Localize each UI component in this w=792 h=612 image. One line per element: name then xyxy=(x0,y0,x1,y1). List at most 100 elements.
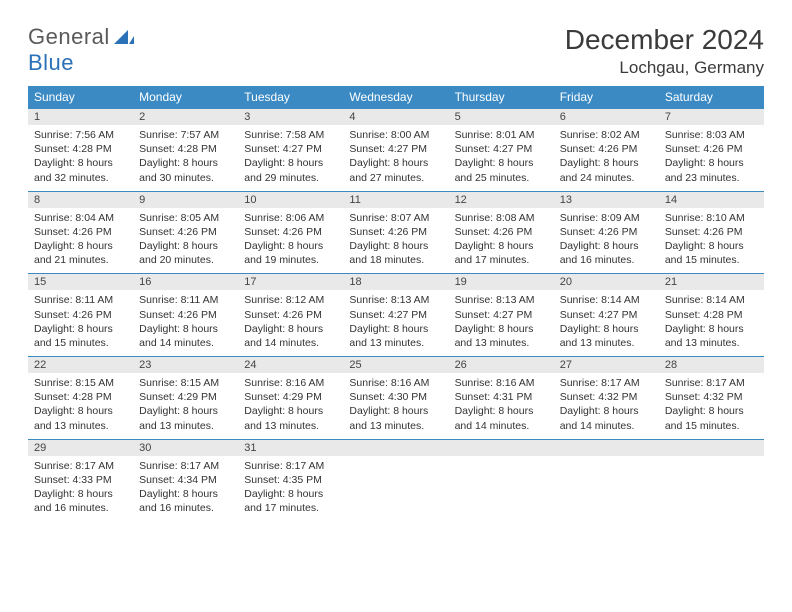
sunrise-text: Sunrise: 8:06 AM xyxy=(244,211,337,225)
weekday-header: Monday xyxy=(133,86,238,109)
day-body: Sunrise: 8:16 AMSunset: 4:30 PMDaylight:… xyxy=(343,373,448,439)
sunrise-text: Sunrise: 8:08 AM xyxy=(455,211,548,225)
day-number: 8 xyxy=(28,192,133,208)
calendar-cell: 12Sunrise: 8:08 AMSunset: 4:26 PMDayligh… xyxy=(449,191,554,274)
sunrise-text: Sunrise: 8:11 AM xyxy=(34,293,127,307)
calendar-cell: 23Sunrise: 8:15 AMSunset: 4:29 PMDayligh… xyxy=(133,357,238,440)
sunset-text: Sunset: 4:26 PM xyxy=(665,142,758,156)
sunrise-text: Sunrise: 8:17 AM xyxy=(665,376,758,390)
day-body: Sunrise: 7:57 AMSunset: 4:28 PMDaylight:… xyxy=(133,125,238,191)
day-body: Sunrise: 7:56 AMSunset: 4:28 PMDaylight:… xyxy=(28,125,133,191)
day-body: Sunrise: 8:15 AMSunset: 4:29 PMDaylight:… xyxy=(133,373,238,439)
calendar-cell: 7Sunrise: 8:03 AMSunset: 4:26 PMDaylight… xyxy=(659,109,764,192)
day-body xyxy=(449,456,554,516)
daylight-text: Daylight: 8 hours and 15 minutes. xyxy=(665,239,758,267)
day-number: 10 xyxy=(238,192,343,208)
calendar-cell: 31Sunrise: 8:17 AMSunset: 4:35 PMDayligh… xyxy=(238,439,343,521)
sunset-text: Sunset: 4:32 PM xyxy=(560,390,653,404)
day-number: 17 xyxy=(238,274,343,290)
sunset-text: Sunset: 4:27 PM xyxy=(349,142,442,156)
day-body: Sunrise: 8:00 AMSunset: 4:27 PMDaylight:… xyxy=(343,125,448,191)
calendar-cell xyxy=(659,439,764,521)
day-body: Sunrise: 8:11 AMSunset: 4:26 PMDaylight:… xyxy=(133,290,238,356)
daylight-text: Daylight: 8 hours and 16 minutes. xyxy=(34,487,127,515)
day-number: 11 xyxy=(343,192,448,208)
day-number: 1 xyxy=(28,109,133,125)
day-body: Sunrise: 8:13 AMSunset: 4:27 PMDaylight:… xyxy=(449,290,554,356)
weekday-header: Saturday xyxy=(659,86,764,109)
calendar-cell: 9Sunrise: 8:05 AMSunset: 4:26 PMDaylight… xyxy=(133,191,238,274)
day-number: 14 xyxy=(659,192,764,208)
daylight-text: Daylight: 8 hours and 16 minutes. xyxy=(139,487,232,515)
sunrise-text: Sunrise: 8:00 AM xyxy=(349,128,442,142)
day-number: 18 xyxy=(343,274,448,290)
calendar-cell: 17Sunrise: 8:12 AMSunset: 4:26 PMDayligh… xyxy=(238,274,343,357)
day-number: 23 xyxy=(133,357,238,373)
day-number xyxy=(659,440,764,456)
location-text: Lochgau, Germany xyxy=(565,58,764,78)
day-body: Sunrise: 8:17 AMSunset: 4:33 PMDaylight:… xyxy=(28,456,133,522)
day-body: Sunrise: 8:13 AMSunset: 4:27 PMDaylight:… xyxy=(343,290,448,356)
day-body: Sunrise: 8:16 AMSunset: 4:31 PMDaylight:… xyxy=(449,373,554,439)
day-body: Sunrise: 8:17 AMSunset: 4:35 PMDaylight:… xyxy=(238,456,343,522)
daylight-text: Daylight: 8 hours and 24 minutes. xyxy=(560,156,653,184)
day-number: 30 xyxy=(133,440,238,456)
sunrise-text: Sunrise: 8:09 AM xyxy=(560,211,653,225)
sunrise-text: Sunrise: 8:11 AM xyxy=(139,293,232,307)
sunset-text: Sunset: 4:28 PM xyxy=(34,142,127,156)
day-body: Sunrise: 8:17 AMSunset: 4:34 PMDaylight:… xyxy=(133,456,238,522)
sunrise-text: Sunrise: 7:57 AM xyxy=(139,128,232,142)
daylight-text: Daylight: 8 hours and 17 minutes. xyxy=(455,239,548,267)
day-number xyxy=(343,440,448,456)
sunrise-text: Sunrise: 7:56 AM xyxy=(34,128,127,142)
sunrise-text: Sunrise: 8:04 AM xyxy=(34,211,127,225)
brand-text: General Blue xyxy=(28,24,134,76)
calendar-row: 1Sunrise: 7:56 AMSunset: 4:28 PMDaylight… xyxy=(28,109,764,192)
calendar-cell: 3Sunrise: 7:58 AMSunset: 4:27 PMDaylight… xyxy=(238,109,343,192)
day-number: 28 xyxy=(659,357,764,373)
sunrise-text: Sunrise: 8:15 AM xyxy=(139,376,232,390)
day-number: 25 xyxy=(343,357,448,373)
calendar-cell: 4Sunrise: 8:00 AMSunset: 4:27 PMDaylight… xyxy=(343,109,448,192)
title-block: December 2024 Lochgau, Germany xyxy=(565,24,764,78)
daylight-text: Daylight: 8 hours and 13 minutes. xyxy=(560,322,653,350)
daylight-text: Daylight: 8 hours and 13 minutes. xyxy=(349,322,442,350)
day-number xyxy=(554,440,659,456)
daylight-text: Daylight: 8 hours and 14 minutes. xyxy=(560,404,653,432)
sunset-text: Sunset: 4:31 PM xyxy=(455,390,548,404)
sunset-text: Sunset: 4:26 PM xyxy=(244,308,337,322)
calendar-table: Sunday Monday Tuesday Wednesday Thursday… xyxy=(28,86,764,521)
daylight-text: Daylight: 8 hours and 17 minutes. xyxy=(244,487,337,515)
calendar-row: 15Sunrise: 8:11 AMSunset: 4:26 PMDayligh… xyxy=(28,274,764,357)
brand-general: General xyxy=(28,24,110,49)
sunset-text: Sunset: 4:28 PM xyxy=(139,142,232,156)
day-body: Sunrise: 8:16 AMSunset: 4:29 PMDaylight:… xyxy=(238,373,343,439)
weekday-header: Wednesday xyxy=(343,86,448,109)
calendar-cell: 30Sunrise: 8:17 AMSunset: 4:34 PMDayligh… xyxy=(133,439,238,521)
day-body: Sunrise: 8:14 AMSunset: 4:27 PMDaylight:… xyxy=(554,290,659,356)
calendar-cell xyxy=(554,439,659,521)
day-number: 6 xyxy=(554,109,659,125)
calendar-cell: 27Sunrise: 8:17 AMSunset: 4:32 PMDayligh… xyxy=(554,357,659,440)
day-number: 16 xyxy=(133,274,238,290)
sunset-text: Sunset: 4:26 PM xyxy=(34,225,127,239)
daylight-text: Daylight: 8 hours and 13 minutes. xyxy=(244,404,337,432)
day-body: Sunrise: 8:07 AMSunset: 4:26 PMDaylight:… xyxy=(343,208,448,274)
day-body: Sunrise: 8:06 AMSunset: 4:26 PMDaylight:… xyxy=(238,208,343,274)
calendar-row: 29Sunrise: 8:17 AMSunset: 4:33 PMDayligh… xyxy=(28,439,764,521)
weekday-header: Tuesday xyxy=(238,86,343,109)
day-number: 2 xyxy=(133,109,238,125)
sunrise-text: Sunrise: 8:02 AM xyxy=(560,128,653,142)
weekday-header-row: Sunday Monday Tuesday Wednesday Thursday… xyxy=(28,86,764,109)
daylight-text: Daylight: 8 hours and 16 minutes. xyxy=(560,239,653,267)
sunset-text: Sunset: 4:26 PM xyxy=(139,225,232,239)
sunrise-text: Sunrise: 8:03 AM xyxy=(665,128,758,142)
calendar-cell: 29Sunrise: 8:17 AMSunset: 4:33 PMDayligh… xyxy=(28,439,133,521)
sunrise-text: Sunrise: 8:17 AM xyxy=(34,459,127,473)
day-number: 15 xyxy=(28,274,133,290)
day-number: 29 xyxy=(28,440,133,456)
day-number xyxy=(449,440,554,456)
sunset-text: Sunset: 4:27 PM xyxy=(455,142,548,156)
sunrise-text: Sunrise: 8:07 AM xyxy=(349,211,442,225)
calendar-cell: 21Sunrise: 8:14 AMSunset: 4:28 PMDayligh… xyxy=(659,274,764,357)
